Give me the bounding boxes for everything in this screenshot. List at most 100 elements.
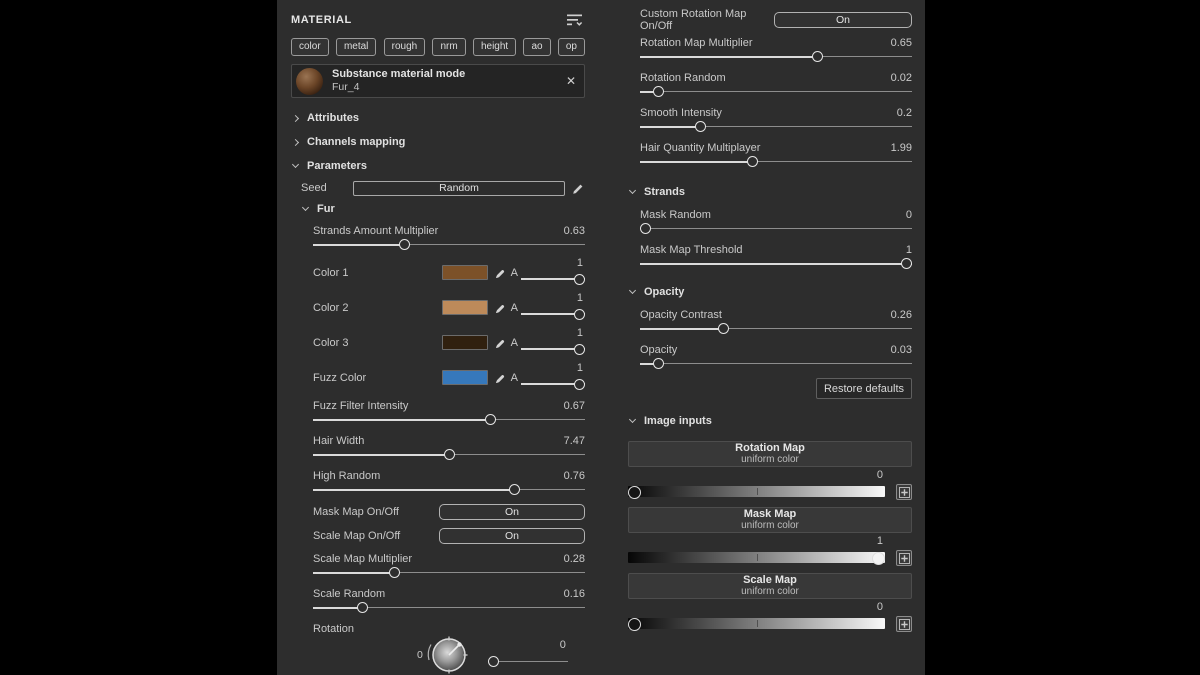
rotation-map-multiplier-slider[interactable] bbox=[640, 49, 912, 64]
material-thumbnail bbox=[296, 67, 323, 95]
slider-handle[interactable] bbox=[487, 656, 499, 667]
param-hair-quantity: Hair Quantity Multiplayer 1.99 bbox=[640, 137, 912, 172]
slider-handle[interactable] bbox=[574, 308, 585, 320]
scale-random-slider[interactable] bbox=[313, 600, 585, 615]
section-parameters[interactable]: Parameters bbox=[291, 154, 585, 178]
param-scale-map-onoff: Scale Map On/Off On bbox=[313, 524, 585, 548]
tab-color[interactable]: color bbox=[291, 38, 329, 56]
color-row: Color 2 A 1 bbox=[313, 290, 585, 325]
panel-title: MATERIAL bbox=[291, 14, 352, 26]
param-hair-width: Hair Width 7.47 bbox=[313, 430, 585, 465]
seed-label: Seed bbox=[301, 182, 327, 194]
smooth-intensity-slider[interactable] bbox=[640, 119, 912, 134]
section-fur[interactable]: Fur bbox=[301, 198, 585, 220]
mask-map-input[interactable]: Mask Map uniform color bbox=[628, 507, 912, 533]
alpha-slider[interactable] bbox=[521, 273, 585, 286]
rotation-map-input[interactable]: Rotation Map uniform color bbox=[628, 441, 912, 467]
eyedropper-icon[interactable] bbox=[495, 267, 507, 279]
gradient-slider-handle[interactable] bbox=[628, 618, 641, 631]
rotation-dial[interactable] bbox=[425, 631, 473, 675]
eyedropper-icon[interactable] bbox=[495, 302, 507, 314]
gradient-slider-handle[interactable] bbox=[872, 552, 885, 565]
scale-map-input[interactable]: Scale Map uniform color bbox=[628, 573, 912, 599]
alpha-slider[interactable] bbox=[521, 378, 585, 391]
tab-rough[interactable]: rough bbox=[383, 38, 426, 56]
color3-swatch[interactable] bbox=[441, 335, 488, 350]
param-value: 0.63 bbox=[563, 225, 585, 237]
color2-swatch[interactable] bbox=[441, 300, 488, 315]
filter-sort-icon[interactable] bbox=[565, 12, 585, 28]
close-icon[interactable]: ✕ bbox=[565, 74, 576, 88]
section-image-inputs[interactable]: Image inputs bbox=[628, 409, 912, 433]
strands-amount-slider[interactable] bbox=[313, 237, 585, 252]
slider-handle[interactable] bbox=[399, 239, 411, 250]
slider-handle[interactable] bbox=[653, 358, 665, 369]
scale-map-toggle-button[interactable]: On bbox=[439, 528, 585, 544]
alpha-slider[interactable] bbox=[521, 343, 585, 356]
high-random-slider[interactable] bbox=[313, 482, 585, 497]
scale-map-gradient-slider[interactable] bbox=[628, 618, 885, 631]
section-opacity[interactable]: Opacity bbox=[628, 280, 912, 304]
slider-handle[interactable] bbox=[640, 223, 651, 234]
rotation-slider[interactable] bbox=[487, 655, 568, 668]
dial-min-label: 0 bbox=[417, 649, 423, 661]
rotation-map-gradient-slider[interactable] bbox=[628, 486, 885, 499]
slider-handle[interactable] bbox=[388, 567, 400, 578]
fuzz-filter-slider[interactable] bbox=[313, 412, 585, 427]
custom-rotation-toggle-button[interactable]: On bbox=[773, 12, 912, 28]
alpha-value: 1 bbox=[576, 361, 583, 374]
texture-swap-icon[interactable] bbox=[896, 484, 912, 500]
edit-pencil-icon[interactable] bbox=[572, 182, 585, 195]
mask-map-gradient-slider[interactable] bbox=[628, 552, 885, 565]
mask-random-slider[interactable] bbox=[640, 221, 912, 236]
param-mask-map-threshold: Mask Map Threshold 1 bbox=[640, 239, 912, 274]
hair-quantity-slider[interactable] bbox=[640, 154, 912, 169]
tab-ao[interactable]: ao bbox=[523, 38, 551, 56]
tab-op[interactable]: op bbox=[557, 38, 585, 56]
slider-handle[interactable] bbox=[694, 121, 706, 132]
texture-swap-icon[interactable] bbox=[896, 550, 912, 566]
slider-handle[interactable] bbox=[901, 258, 912, 269]
rotation-random-slider[interactable] bbox=[640, 84, 912, 99]
scale-map-multiplier-slider[interactable] bbox=[313, 565, 585, 580]
fuzz-color-swatch[interactable] bbox=[441, 370, 488, 385]
color1-swatch[interactable] bbox=[441, 265, 488, 280]
eyedropper-icon[interactable] bbox=[495, 337, 507, 349]
tab-nrm[interactable]: nrm bbox=[432, 38, 466, 56]
hair-width-slider[interactable] bbox=[313, 447, 585, 462]
opacity-contrast-slider[interactable] bbox=[640, 321, 912, 336]
mask-map-threshold-slider[interactable] bbox=[640, 256, 912, 271]
gradient-slider-handle[interactable] bbox=[628, 486, 641, 499]
seed-random-button[interactable]: Random bbox=[353, 180, 565, 196]
tab-metal[interactable]: metal bbox=[335, 38, 377, 56]
slider-handle[interactable] bbox=[653, 86, 665, 97]
chevron-right-icon bbox=[291, 138, 300, 146]
param-opacity: Opacity 0.03 bbox=[640, 339, 912, 374]
param-rotation: Rotation 0 bbox=[313, 618, 585, 675]
slider-handle[interactable] bbox=[357, 602, 369, 613]
eyedropper-icon[interactable] bbox=[495, 372, 507, 384]
slider-handle[interactable] bbox=[812, 51, 824, 62]
alpha-slider[interactable] bbox=[521, 308, 585, 321]
slider-handle[interactable] bbox=[574, 378, 585, 390]
alpha-value: 1 bbox=[576, 256, 583, 269]
chevron-down-icon bbox=[628, 186, 637, 195]
slider-handle[interactable] bbox=[443, 449, 455, 460]
slider-handle[interactable] bbox=[485, 414, 497, 425]
tab-height[interactable]: height bbox=[472, 38, 517, 56]
mask-map-toggle-button[interactable]: On bbox=[439, 504, 585, 520]
color-row: Color 3 A 1 bbox=[313, 325, 585, 360]
slider-handle[interactable] bbox=[574, 343, 585, 355]
material-slot[interactable]: Substance material mode Fur_4 ✕ bbox=[291, 64, 585, 98]
slider-handle[interactable] bbox=[508, 484, 520, 495]
param-mask-random: Mask Random 0 bbox=[640, 204, 912, 239]
slider-handle[interactable] bbox=[574, 273, 585, 285]
slider-handle[interactable] bbox=[718, 323, 730, 334]
slider-handle[interactable] bbox=[747, 156, 758, 167]
restore-defaults-button[interactable]: Restore defaults bbox=[816, 378, 912, 399]
opacity-slider[interactable] bbox=[640, 356, 912, 371]
section-strands[interactable]: Strands bbox=[628, 180, 912, 204]
section-attributes[interactable]: Attributes bbox=[291, 106, 585, 130]
texture-swap-icon[interactable] bbox=[896, 616, 912, 632]
section-channels-mapping[interactable]: Channels mapping bbox=[291, 130, 585, 154]
